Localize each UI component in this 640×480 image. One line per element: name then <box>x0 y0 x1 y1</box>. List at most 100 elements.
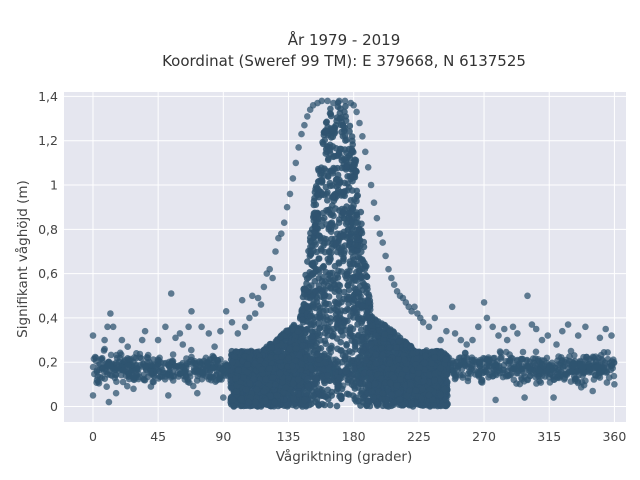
data-point <box>308 260 316 267</box>
data-point <box>315 255 323 262</box>
data-point <box>347 263 355 271</box>
data-point <box>430 348 438 356</box>
data-point <box>492 360 499 368</box>
data-point <box>344 376 351 384</box>
data-point <box>321 214 328 222</box>
data-point <box>167 364 175 371</box>
data-point <box>348 381 356 389</box>
data-point <box>347 324 354 331</box>
data-point <box>583 353 590 361</box>
data-point <box>535 373 542 381</box>
data-point <box>188 346 195 354</box>
data-point <box>510 376 518 384</box>
data-point <box>323 118 331 126</box>
data-point <box>468 357 476 364</box>
data-point <box>327 315 335 322</box>
data-point <box>278 342 286 349</box>
data-point <box>304 375 312 383</box>
data-point <box>335 293 343 300</box>
data-point <box>462 362 469 370</box>
data-point <box>242 386 250 393</box>
data-point <box>441 385 449 393</box>
data-point <box>177 361 185 369</box>
data-point <box>328 392 336 399</box>
data-point <box>330 331 337 338</box>
data-point <box>169 351 177 358</box>
data-point <box>358 336 365 344</box>
data-point <box>367 374 375 382</box>
data-point <box>299 342 307 349</box>
data-point <box>140 376 148 384</box>
data-point <box>333 315 340 322</box>
data-point <box>451 375 459 383</box>
data-point <box>324 372 331 379</box>
data-point <box>367 341 375 348</box>
data-point <box>341 188 348 195</box>
data-point <box>93 367 101 374</box>
data-point <box>372 360 380 368</box>
data-point <box>570 360 578 368</box>
data-point <box>101 345 108 353</box>
data-point <box>289 380 297 388</box>
data-point <box>327 105 334 113</box>
data-point <box>318 400 326 408</box>
data-point <box>505 372 513 379</box>
data-point <box>319 286 327 293</box>
data-point <box>335 267 342 275</box>
data-point <box>161 376 169 383</box>
data-point <box>183 360 191 367</box>
data-point <box>106 371 114 379</box>
data-point <box>344 305 351 313</box>
data-point <box>349 392 357 399</box>
data-point <box>125 356 132 363</box>
data-point <box>351 174 359 181</box>
data-point <box>342 103 349 110</box>
data-point <box>312 287 319 295</box>
data-point <box>304 303 311 311</box>
data-point <box>122 372 130 380</box>
data-point <box>342 368 350 375</box>
data-point <box>510 365 517 373</box>
data-point <box>228 385 235 392</box>
data-point <box>147 368 154 375</box>
data-point <box>378 344 385 352</box>
data-point <box>355 397 362 405</box>
data-point <box>325 248 333 255</box>
data-point <box>351 365 358 372</box>
data-point <box>584 361 592 369</box>
data-point <box>302 271 309 279</box>
data-point <box>190 382 197 390</box>
data-point <box>320 263 327 271</box>
data-point <box>348 246 356 253</box>
data-point <box>204 359 212 367</box>
data-point <box>319 209 327 217</box>
data-point <box>97 355 105 363</box>
data-point <box>431 354 439 361</box>
data-point <box>277 362 285 370</box>
data-point <box>338 298 345 306</box>
data-point <box>335 186 342 194</box>
data-point <box>459 374 467 381</box>
data-point <box>526 362 533 370</box>
data-point <box>373 318 380 326</box>
data-point <box>157 363 165 371</box>
data-point <box>328 344 335 352</box>
data-point <box>551 376 558 383</box>
data-point <box>319 178 326 185</box>
data-point <box>310 217 318 224</box>
data-point <box>125 367 133 375</box>
data-point <box>359 302 366 310</box>
data-point <box>112 371 119 378</box>
data-point <box>315 186 323 194</box>
data-point <box>324 386 332 394</box>
data-point <box>329 182 336 189</box>
data-point <box>364 381 372 388</box>
data-point <box>358 349 366 356</box>
data-point <box>333 402 341 410</box>
data-point <box>114 364 121 372</box>
data-point <box>323 148 331 156</box>
data-point <box>345 360 352 367</box>
data-point <box>348 372 356 380</box>
data-point <box>319 138 326 146</box>
